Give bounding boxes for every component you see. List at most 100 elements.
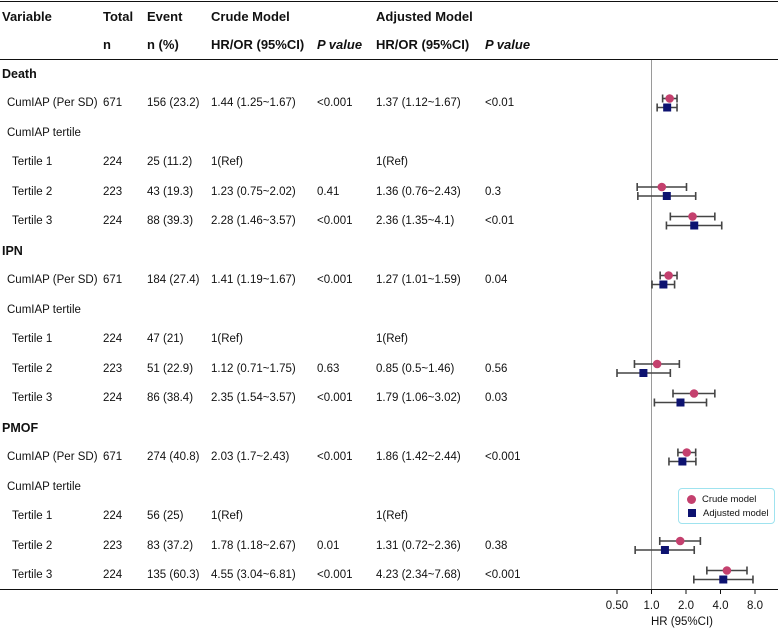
cell-event: 25 (11.2) [147, 156, 193, 168]
cell-adj-p: 0.38 [485, 539, 508, 552]
header-event: Event [147, 9, 183, 24]
header-crude-p: P value [317, 37, 362, 52]
row-label: Tertile 1 [12, 156, 53, 168]
chart-legend: Crude model Adjusted model [678, 488, 775, 524]
cell-crude: 1.44 (1.25~1.67) [211, 97, 296, 109]
cell-adj-p: <0.001 [485, 451, 521, 463]
crude-point [675, 536, 685, 546]
row-label: Tertile 3 [12, 569, 53, 581]
cell-adj-p: 0.56 [485, 362, 508, 375]
row-label: Tertile 2 [12, 185, 53, 198]
cell-event: 86 (38.4) [147, 392, 194, 404]
cell-crude: 2.03 (1.7~2.43) [211, 451, 290, 463]
adjusted-point [678, 457, 687, 466]
cell-adj: 1.27 (1.01~1.59) [376, 274, 461, 286]
cell-crude-p: <0.001 [317, 274, 353, 286]
header-adj-p: P value [485, 37, 530, 52]
header-total-sub: n [103, 37, 111, 52]
cell-adj: 0.85 (0.5~1.46) [376, 362, 455, 375]
row-label: Tertile 2 [12, 539, 53, 552]
cell-crude-p: 0.01 [317, 539, 340, 552]
adjusted-point [660, 546, 669, 554]
cell-crude: 1(Ref) [211, 156, 243, 168]
legend-adjusted-label: Adjusted model [703, 507, 769, 519]
row-label: Tertile 1 [12, 510, 53, 522]
cell-adj-p: <0.01 [485, 215, 515, 227]
cell-adj: 4.23 (2.34~7.68) [376, 569, 461, 581]
cell-event: 274 (40.8) [147, 451, 200, 463]
cell-crude: 4.55 (3.04~6.81) [211, 569, 296, 581]
cell-crude: 2.35 (1.54~3.57) [211, 392, 296, 404]
cell-event: 51 (22.9) [147, 362, 194, 375]
cell-adj: 2.36 (1.35~4.1) [376, 215, 455, 227]
x-tick-label: 4.0 [713, 600, 729, 612]
row-label: CumIAP tertile [7, 126, 81, 139]
cell-total: 223 [103, 539, 123, 552]
crude-point [665, 94, 674, 103]
row-label: Tertile 3 [12, 215, 53, 227]
adjusted-point [663, 103, 672, 112]
cell-crude-p: <0.001 [317, 569, 353, 581]
header-variable: Variable [2, 9, 52, 24]
cell-crude-p: <0.001 [317, 215, 353, 227]
cell-total: 671 [103, 97, 123, 109]
cell-total: 671 [103, 274, 123, 286]
cell-crude: 1.23 (0.75~2.02) [211, 185, 296, 198]
row-label: Tertile 3 [12, 392, 53, 404]
cell-adj-p: <0.001 [485, 569, 521, 581]
cell-adj: 1(Ref) [376, 156, 408, 168]
cell-adj: 1.37 (1.12~1.67) [376, 97, 461, 109]
cell-event: 184 (27.4) [147, 274, 200, 286]
cell-crude-p: <0.001 [317, 97, 353, 109]
cell-total: 224 [103, 392, 123, 404]
x-tick-label: 0.50 [606, 600, 628, 612]
crude-point [652, 359, 662, 369]
crude-point [664, 271, 673, 280]
adjusted-point [690, 221, 699, 230]
cell-crude-p: 0.63 [317, 362, 340, 375]
cell-event: 88 (39.3) [147, 215, 194, 227]
cell-total: 671 [103, 451, 123, 463]
cell-crude: 1.41 (1.19~1.67) [211, 274, 296, 286]
cell-adj: 1.79 (1.06~3.02) [376, 392, 461, 404]
crude-point [682, 448, 692, 457]
cell-total: 224 [103, 569, 123, 581]
cell-event: 47 (21) [147, 333, 184, 345]
cell-crude: 1(Ref) [211, 510, 243, 522]
crude-point [722, 566, 732, 575]
x-tick-label: 2.0 [678, 600, 694, 612]
legend-crude-label: Crude model [702, 493, 757, 505]
cell-adj-p: 0.3 [485, 185, 501, 198]
crude-point [688, 212, 697, 221]
cell-crude-p: <0.001 [317, 392, 353, 404]
header-crude-hr: HR/OR (95%CI) [211, 37, 305, 52]
x-tick-label: 8.0 [747, 600, 763, 612]
cell-adj: 1.36 (0.76~2.43) [376, 185, 461, 198]
adjusted-point [676, 398, 685, 407]
row-label: CumIAP (Per SD) [7, 274, 98, 286]
cell-adj-p: 0.04 [485, 274, 508, 286]
cell-crude-p: <0.001 [317, 451, 353, 463]
legend-adjusted-marker [688, 509, 696, 517]
header-crude-p-text: P value [317, 37, 363, 52]
header-adjusted: Adjusted Model [376, 9, 473, 24]
section-title: PMOF [2, 421, 39, 435]
cell-adj: 1.86 (1.42~2.44) [376, 451, 461, 463]
legend-crude: Crude model [687, 493, 756, 505]
adjusted-point [719, 575, 728, 584]
x-axis-title: HR (95%CI) [651, 616, 713, 628]
header-adj-p-text: P value [485, 37, 531, 52]
cell-adj: 1(Ref) [376, 333, 408, 345]
cell-event: 83 (37.2) [147, 539, 194, 552]
cell-event: 56 (25) [147, 510, 184, 522]
row-label: CumIAP (Per SD) [7, 97, 98, 109]
legend-adjusted: Adjusted model [687, 507, 768, 519]
cell-adj-p: 0.03 [485, 392, 508, 404]
x-tick-label: 1.0 [644, 600, 660, 612]
cell-adj: 1.31 (0.72~2.36) [376, 539, 461, 552]
section-title: IPN [2, 244, 23, 258]
adjusted-point [662, 192, 671, 200]
bottom-rule [0, 589, 778, 590]
cell-event: 135 (60.3) [147, 569, 200, 581]
